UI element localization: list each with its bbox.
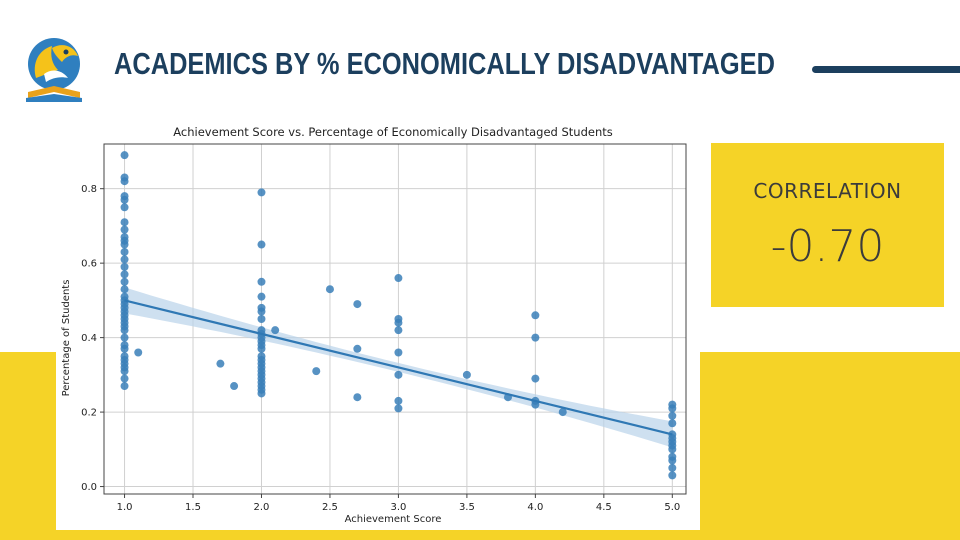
scatter-chart: Achievement Score vs. Percentage of Econ… bbox=[61, 125, 687, 525]
x-axis-label: Achievement Score bbox=[345, 514, 442, 525]
data-point bbox=[668, 445, 677, 454]
data-point bbox=[462, 370, 471, 379]
data-point bbox=[668, 456, 677, 465]
data-point bbox=[668, 419, 677, 428]
data-point bbox=[120, 151, 129, 160]
chart-title: Achievement Score vs. Percentage of Econ… bbox=[173, 125, 612, 139]
axes bbox=[103, 143, 687, 495]
data-point bbox=[353, 344, 362, 353]
data-point bbox=[531, 311, 540, 320]
data-point bbox=[120, 382, 129, 391]
data-point bbox=[257, 344, 266, 353]
correlation-value: -0.70 bbox=[770, 221, 885, 272]
data-point bbox=[120, 177, 129, 186]
data-point bbox=[216, 359, 225, 368]
data-point bbox=[120, 326, 129, 335]
data-point bbox=[257, 240, 266, 249]
y-tick-label: 0.2 bbox=[81, 408, 97, 419]
data-point bbox=[134, 348, 143, 357]
data-point bbox=[257, 292, 266, 301]
data-point bbox=[230, 382, 239, 391]
data-point bbox=[120, 374, 129, 383]
page-title: ACADEMICS BY % ECONOMICALLY DISADVANTAGE… bbox=[114, 46, 775, 81]
data-point bbox=[120, 255, 129, 264]
y-tick-label: 0.4 bbox=[81, 333, 97, 344]
data-point bbox=[394, 404, 403, 413]
yellow-accent-bottom bbox=[0, 528, 960, 540]
scatter-chart-panel: Achievement Score vs. Percentage of Econ… bbox=[56, 120, 700, 530]
data-point bbox=[120, 225, 129, 234]
data-point bbox=[668, 411, 677, 420]
data-point bbox=[312, 367, 321, 376]
data-point bbox=[668, 463, 677, 472]
data-point bbox=[120, 367, 129, 376]
regression-line bbox=[124, 299, 673, 436]
data-point bbox=[120, 344, 129, 353]
title-divider bbox=[812, 66, 960, 73]
data-point bbox=[558, 408, 567, 417]
data-point bbox=[531, 374, 540, 383]
data-point bbox=[120, 240, 129, 249]
y-axis-label: Percentage of Students bbox=[61, 280, 72, 397]
data-point bbox=[120, 270, 129, 279]
data-point bbox=[668, 404, 677, 413]
data-point bbox=[120, 277, 129, 286]
data-point bbox=[120, 333, 129, 342]
data-point bbox=[531, 400, 540, 409]
yellow-accent-right bbox=[700, 352, 960, 540]
y-tick-label: 0.6 bbox=[81, 259, 97, 270]
data-point bbox=[353, 300, 362, 309]
data-point bbox=[353, 393, 362, 402]
regression-line-group bbox=[124, 299, 673, 436]
data-point bbox=[257, 277, 266, 286]
data-point bbox=[257, 307, 266, 316]
data-point bbox=[394, 274, 403, 283]
plot-frame bbox=[103, 143, 687, 495]
y-tick-label: 0.8 bbox=[81, 184, 97, 195]
x-tick-label: 2.0 bbox=[254, 502, 270, 513]
data-point bbox=[394, 348, 403, 357]
data-point bbox=[120, 195, 129, 204]
data-point bbox=[325, 285, 334, 294]
data-point bbox=[394, 370, 403, 379]
tick-labels: 1.0 1.5 2.0 2.5 3.0 3.5 4.0 4.5 5.0 0.0 0.2 0.4 0.6 0… bbox=[81, 184, 680, 513]
data-point bbox=[394, 318, 403, 327]
data-point bbox=[531, 333, 540, 342]
x-tick-label: 4.5 bbox=[596, 502, 612, 513]
scatter-points bbox=[120, 151, 677, 480]
school-logo-icon bbox=[26, 38, 82, 102]
x-tick-label: 3.0 bbox=[390, 502, 406, 513]
x-tick-label: 5.0 bbox=[664, 502, 680, 513]
data-point bbox=[120, 218, 129, 227]
x-tick-label: 1.5 bbox=[185, 502, 201, 513]
data-point bbox=[120, 203, 129, 212]
x-tick-label: 4.0 bbox=[527, 502, 543, 513]
y-tick-label: 0.0 bbox=[81, 482, 97, 493]
data-point bbox=[271, 326, 280, 335]
data-point bbox=[120, 262, 129, 271]
x-tick-label: 3.5 bbox=[459, 502, 475, 513]
x-tick-label: 2.5 bbox=[322, 502, 338, 513]
grid-lines bbox=[104, 144, 686, 494]
correlation-label: CORRELATION bbox=[753, 179, 902, 203]
data-point bbox=[257, 315, 266, 323]
data-point bbox=[394, 396, 403, 405]
data-point bbox=[668, 471, 677, 480]
x-tick-label: 1.0 bbox=[117, 502, 133, 513]
data-point bbox=[257, 389, 266, 398]
correlation-card: CORRELATION -0.70 bbox=[711, 143, 944, 307]
data-point bbox=[257, 188, 266, 197]
data-point bbox=[394, 326, 403, 335]
data-point bbox=[120, 285, 129, 294]
data-point bbox=[120, 247, 129, 256]
